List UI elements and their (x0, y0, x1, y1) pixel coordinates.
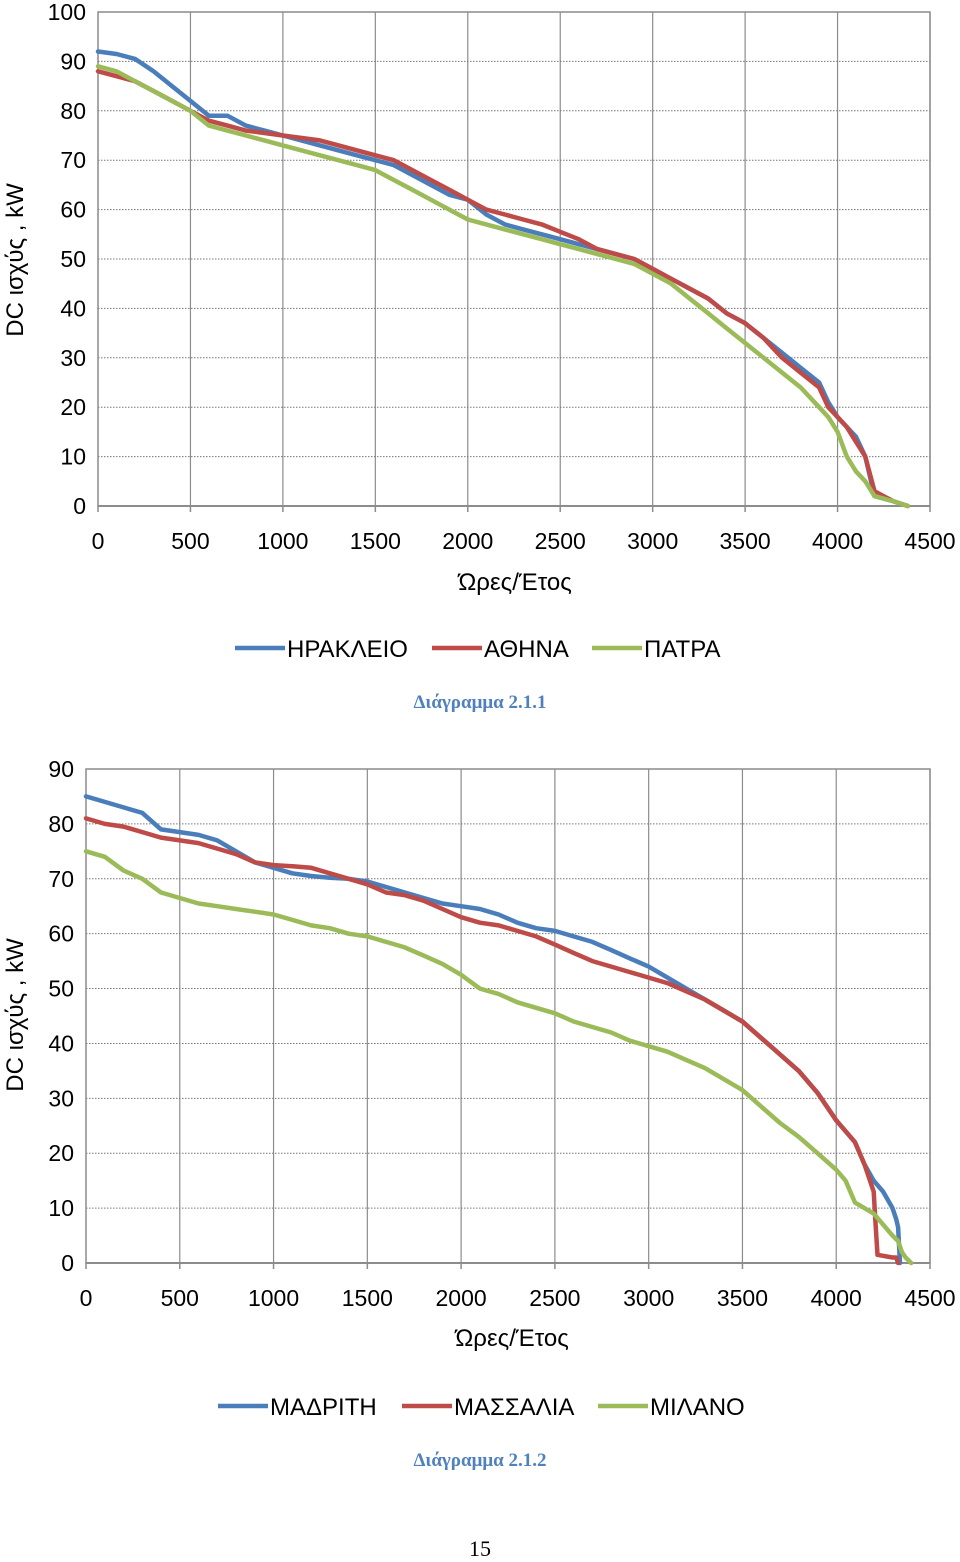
x-tick-label: 3500 (717, 1285, 768, 1311)
y-tick-label: 60 (48, 921, 74, 947)
y-tick-label: 30 (60, 345, 86, 371)
y-tick-label: 90 (48, 756, 74, 782)
x-tick-label: 4000 (811, 1285, 862, 1311)
x-tick-label: 1000 (248, 1285, 299, 1311)
y-tick-label: 70 (60, 147, 86, 173)
y-tick-label: 70 (48, 866, 74, 892)
y-tick-label: 0 (61, 1250, 74, 1276)
x-tick-label: 2500 (529, 1285, 580, 1311)
series-line-3 (95, 64, 911, 509)
y-tick-label: 60 (60, 197, 86, 223)
x-tick-label: 0 (80, 1285, 93, 1311)
x-tick-label: 4000 (812, 528, 863, 554)
x-tick-label: 2000 (436, 1285, 487, 1311)
legend-label-1: ΜΑΔΡΙΤΗ (270, 1394, 377, 1421)
chart-2-x-axis-label: Ώρες/Έτος (454, 1325, 569, 1352)
x-tick-label: 4500 (904, 528, 955, 554)
legend-label-3: ΠΑΤΡΑ (644, 636, 720, 663)
chart-2-grid (86, 768, 931, 1263)
y-tick-label: 30 (48, 1085, 74, 1111)
y-tick-label: 50 (60, 246, 86, 272)
legend-label-2: ΑΘΗΝΑ (484, 636, 569, 663)
x-tick-label: 3000 (627, 528, 678, 554)
x-tick-label: 3500 (720, 528, 771, 554)
y-tick-label: 20 (60, 394, 86, 420)
y-tick-label: 10 (60, 444, 86, 470)
legend-label-1: ΗΡΑΚΛΕΙΟ (287, 636, 408, 663)
chart-1-legend: ΗΡΑΚΛΕΙΟ ΑΘΗΝΑ ΠΑΤΡΑ (235, 636, 720, 663)
chart-2-legend: ΜΑΔΡΙΤΗ ΜΑΣΣΑΛΙΑ ΜΙΛΑΝΟ (218, 1394, 745, 1421)
chart-1-y-axis-label: DC ισχύς , kW (2, 183, 29, 337)
series-line-3 (83, 849, 914, 1266)
legend-label-2: ΜΑΣΣΑΛΙΑ (454, 1394, 574, 1421)
y-tick-label: 80 (48, 811, 74, 837)
chart-2-series-lines (83, 794, 914, 1266)
page-number: 15 (469, 1536, 491, 1561)
plot-area-border (85, 768, 931, 1264)
chart-1-series-lines (95, 49, 911, 509)
x-tick-label: 1500 (342, 1285, 393, 1311)
x-tick-label: 1000 (257, 528, 308, 554)
y-tick-label: 10 (48, 1195, 74, 1221)
chart-1-x-axis-label: Ώρες/Έτος (457, 569, 572, 596)
series-line-1 (83, 794, 903, 1266)
chart-2: 0 500 1000 1500 2000 2500 3000 3500 4000 4500 0 10 2… (2, 756, 956, 1421)
chart-1-axes (97, 11, 931, 512)
chart-1-tick-labels: 0 500 1000 1500 2000 2500 3000 3500 4000 4500 0 10 2… (48, 0, 956, 554)
chart-2-axes (85, 768, 931, 1269)
x-tick-label: 3000 (623, 1285, 674, 1311)
y-tick-label: 90 (60, 48, 86, 74)
y-tick-label: 40 (60, 295, 86, 321)
x-tick-label: 2000 (442, 528, 493, 554)
series-line-2 (83, 816, 901, 1266)
chart-1: 0 500 1000 1500 2000 2500 3000 3500 4000 4500 0 10 2… (2, 0, 956, 663)
x-tick-label: 2500 (535, 528, 586, 554)
legend-label-3: ΜΙΛΑΝΟ (650, 1394, 745, 1421)
chart-1-grid (98, 11, 931, 506)
x-tick-label: 500 (171, 528, 209, 554)
chart-1-caption: Διάγραμμα 2.1.1 (413, 692, 547, 713)
x-tick-label: 4500 (904, 1285, 955, 1311)
x-tick-label: 500 (161, 1285, 199, 1311)
series-line-2 (95, 69, 911, 509)
y-tick-label: 50 (48, 976, 74, 1002)
y-tick-label: 0 (73, 493, 86, 519)
y-tick-label: 100 (48, 0, 86, 25)
y-tick-label: 40 (48, 1030, 74, 1056)
x-tick-label: 1500 (350, 528, 401, 554)
chart-2-tick-labels: 0 500 1000 1500 2000 2500 3000 3500 4000 4500 0 10 2… (48, 756, 955, 1311)
x-tick-label: 0 (92, 528, 105, 554)
y-tick-label: 20 (48, 1140, 74, 1166)
chart-2-caption: Διάγραμμα 2.1.2 (413, 1450, 547, 1471)
chart-2-y-axis-label: DC ισχύς , kW (2, 938, 29, 1092)
y-tick-label: 80 (60, 98, 86, 124)
